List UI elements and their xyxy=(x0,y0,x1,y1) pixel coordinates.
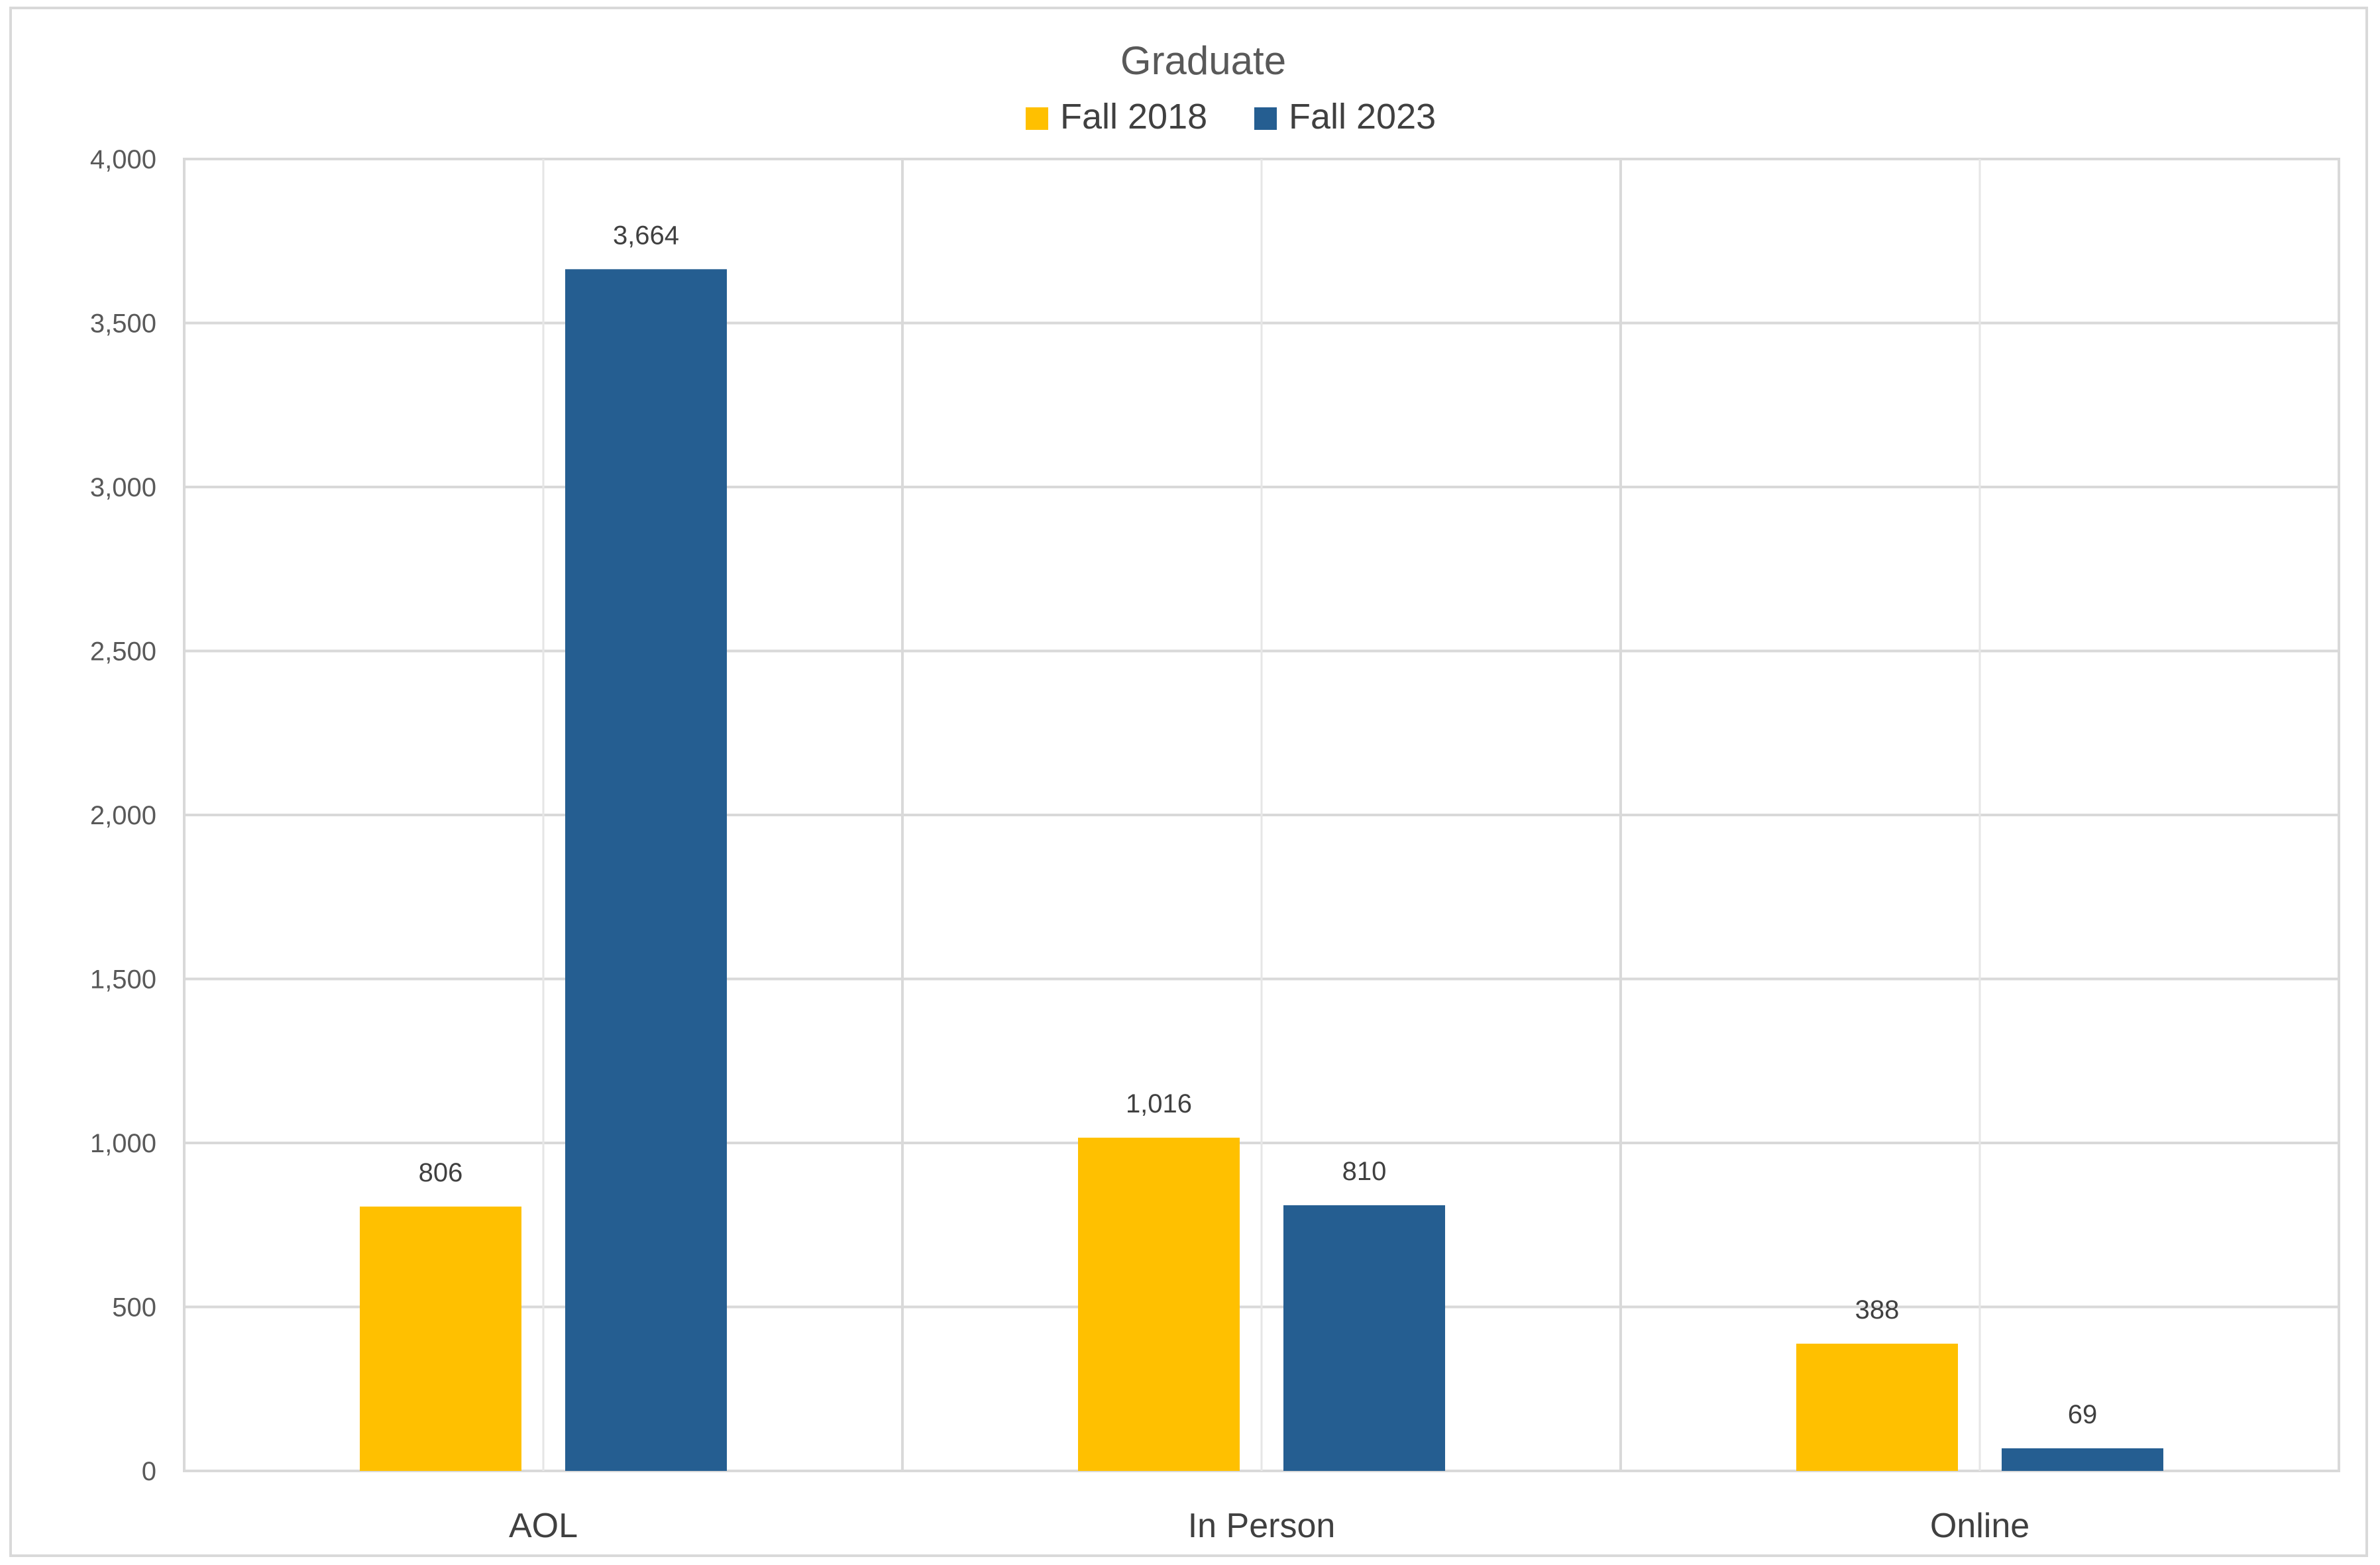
legend-label: Fall 2018 xyxy=(1060,97,1207,136)
y-tick-label: 1,500 xyxy=(90,965,156,995)
legend-label: Fall 2023 xyxy=(1289,97,1436,136)
legend-item: Fall 2018 xyxy=(1026,97,1207,136)
legend-swatch xyxy=(1026,107,1048,130)
y-tick-label: 3,500 xyxy=(90,309,156,339)
y-tick-label: 4,000 xyxy=(90,145,156,174)
data-label: 3,664 xyxy=(613,221,679,250)
y-tick-label: 1,000 xyxy=(90,1129,156,1158)
y-tick-label: 500 xyxy=(112,1293,156,1322)
bar xyxy=(360,1207,521,1471)
labels-layer: 0 500 1,000 1,500 2,000 2,500 3,000 3,500 4,000 8… xyxy=(90,145,2097,1545)
bar xyxy=(1078,1138,1240,1471)
bar xyxy=(2002,1448,2163,1471)
legend-swatch xyxy=(1254,107,1277,130)
y-tick-label: 2,500 xyxy=(90,637,156,667)
bar xyxy=(1796,1343,1958,1471)
grid-layer xyxy=(183,158,2340,1472)
y-tick-label: 3,000 xyxy=(90,473,156,502)
legend: Fall 2018 Fall 2023 xyxy=(1026,97,1436,136)
data-label: 69 xyxy=(2068,1400,2098,1429)
bars-layer xyxy=(360,269,2163,1471)
y-tick-label: 0 xyxy=(142,1457,156,1486)
chart-title: Graduate xyxy=(1120,38,1286,83)
data-label: 806 xyxy=(419,1158,463,1187)
x-tick-label: AOL xyxy=(509,1507,578,1545)
bar xyxy=(565,269,727,1471)
y-tick-label: 2,000 xyxy=(90,801,156,830)
data-label: 388 xyxy=(1855,1295,1900,1324)
data-label: 810 xyxy=(1342,1157,1387,1186)
legend-item: Fall 2023 xyxy=(1254,97,1436,136)
bar xyxy=(1283,1205,1445,1471)
x-tick-label: Online xyxy=(1930,1507,2029,1545)
x-tick-label: In Person xyxy=(1188,1507,1336,1545)
data-label: 1,016 xyxy=(1126,1089,1192,1118)
